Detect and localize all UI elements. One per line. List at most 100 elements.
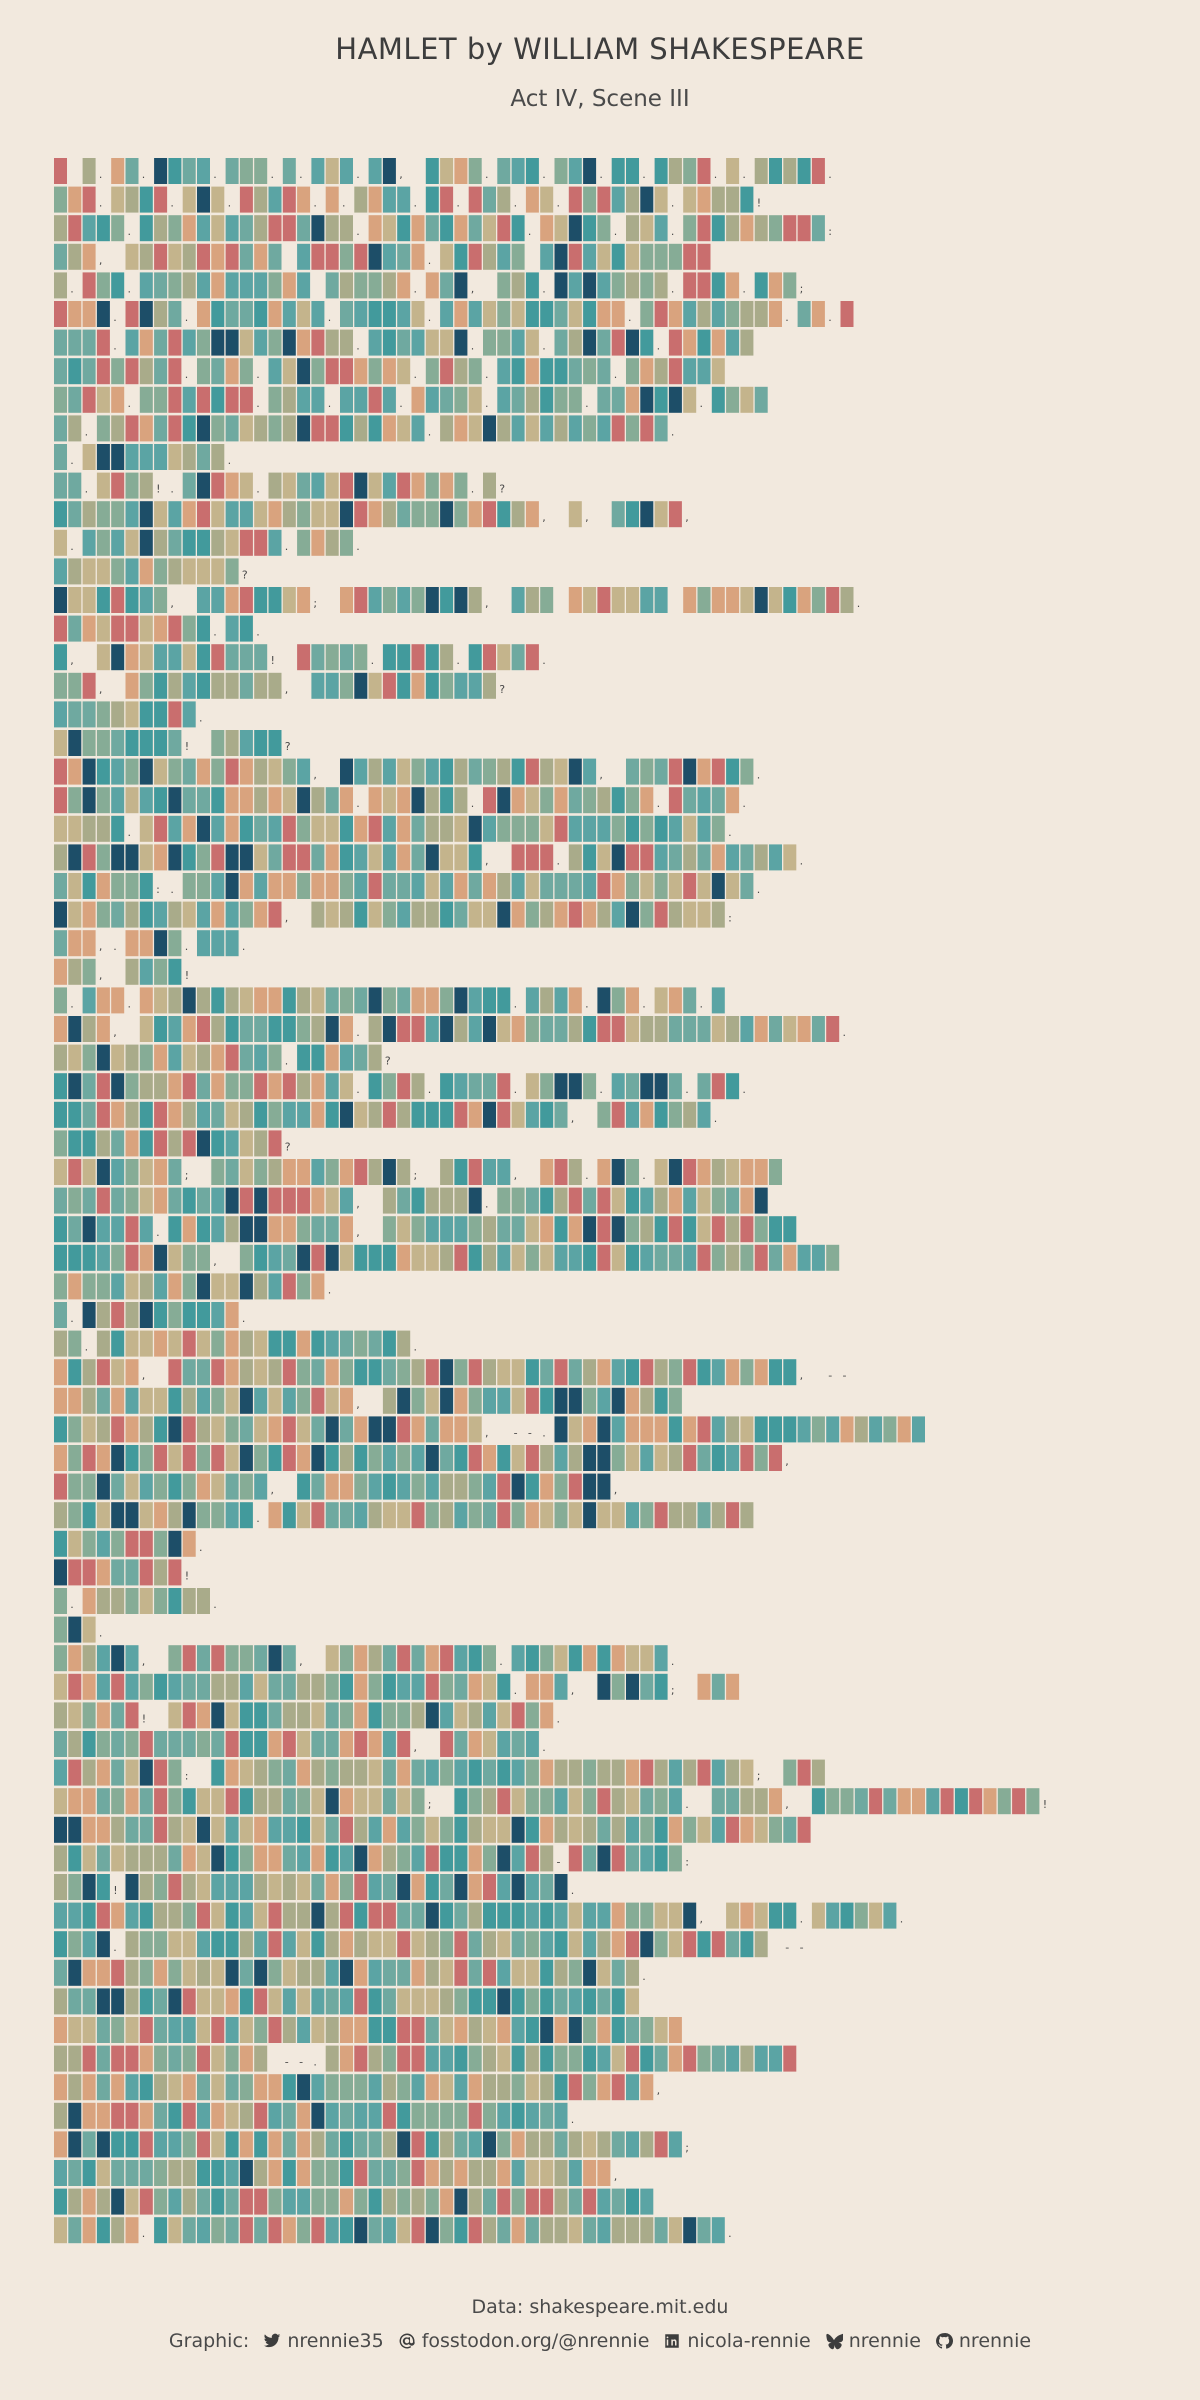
- letter-tile: [225, 358, 239, 385]
- credit-github[interactable]: nrennie: [935, 2330, 1031, 2352]
- letter-tile: [139, 1273, 153, 1300]
- letter-tile: [483, 815, 496, 842]
- letter-tile: [454, 1216, 468, 1243]
- credit-linkedin[interactable]: nicola-rennie: [663, 2330, 811, 2352]
- letter-tile: [626, 1645, 639, 1672]
- letter-tile: [483, 301, 496, 327]
- letter-tile: [525, 1731, 539, 1757]
- letter-tile: [282, 2188, 296, 2215]
- letter-tile: [168, 1816, 182, 1843]
- letter-tile: [726, 329, 740, 356]
- letter-tile: [139, 558, 153, 585]
- letter-tile: [239, 472, 253, 499]
- letter-tile: [440, 1473, 454, 1500]
- letter-tile: [711, 329, 725, 356]
- letter-tile: [511, 386, 525, 413]
- letter-tile: [440, 329, 454, 356]
- letter-tile: [726, 1759, 740, 1786]
- letter-tile: [68, 1473, 82, 1500]
- letter-tile: [583, 1959, 597, 1986]
- letter-tile: [769, 1816, 782, 1843]
- letter-tile: [54, 272, 67, 299]
- letter-tile: [711, 1931, 725, 1958]
- letter-tile: [211, 2074, 225, 2101]
- letter-tile: [325, 1845, 339, 1872]
- letter-tile: [311, 844, 325, 871]
- letter-tile: [82, 2074, 96, 2101]
- letter-tile: [854, 1788, 868, 1815]
- letter-tile: [182, 873, 196, 899]
- letter-tile: [154, 1416, 168, 1443]
- letter-tile: [397, 1702, 411, 1729]
- letter-tile: [254, 415, 268, 442]
- letter-tile: [368, 2160, 382, 2186]
- letter-tile: [168, 901, 182, 928]
- letter-tile: [297, 2017, 311, 2043]
- letter-tile: [282, 415, 296, 442]
- letter-tile: [197, 815, 210, 842]
- letter-tile: [211, 1816, 225, 1843]
- letter-tile: [311, 2074, 325, 2101]
- letter-tile: [197, 1387, 210, 1414]
- letter-tile: [854, 1416, 868, 1443]
- letter-tile: [254, 1445, 268, 1471]
- letter-tile: [711, 1445, 725, 1471]
- letter-tile: [468, 644, 482, 671]
- letter-tile: [239, 1073, 253, 1100]
- letter-tile: [597, 358, 611, 385]
- punctuation-mark: .: [828, 311, 832, 324]
- letter-tile: [497, 158, 511, 184]
- letter-tile: [125, 844, 139, 871]
- letter-tile: [54, 758, 67, 785]
- credit-twitter[interactable]: nrennie35: [263, 2330, 384, 2352]
- letter-tile: [139, 1216, 153, 1243]
- letter-tile: [325, 1016, 339, 1042]
- letter-tile: [511, 215, 525, 242]
- letter-tile: [597, 386, 611, 413]
- letter-tile: [239, 1931, 253, 1958]
- letter-tile: [411, 2188, 425, 2215]
- letter-tile: [111, 730, 125, 756]
- letter-tile: [368, 1416, 382, 1443]
- letter-tile: [354, 1845, 368, 1872]
- letter-tile: [54, 2102, 67, 2129]
- letter-tile: [225, 1130, 239, 1157]
- credit-mastodon[interactable]: fosstodon.org/@nrennie: [398, 2330, 649, 2352]
- letter-tile: [640, 1845, 654, 1872]
- letter-tile: [583, 1645, 597, 1672]
- letter-tile: [554, 1788, 568, 1815]
- letter-tile: [111, 1588, 125, 1614]
- letter-tile: [268, 301, 282, 327]
- letter-tile: [754, 1016, 768, 1042]
- letter-tile: [197, 2074, 210, 2101]
- letter-tile: [597, 1187, 611, 1214]
- letter-tile: [268, 529, 282, 556]
- letter-tile: [111, 358, 125, 385]
- letter-tile: [611, 1673, 625, 1700]
- letter-tile: [154, 644, 168, 671]
- letter-tile: [239, 1330, 253, 1357]
- letter-tile: [511, 1187, 525, 1214]
- letter-tile: [525, 1502, 539, 1529]
- letter-tile: [454, 1502, 468, 1529]
- credit-bluesky[interactable]: nrennie: [825, 2330, 921, 2352]
- letter-tile: [96, 329, 110, 356]
- letter-tile: [683, 1931, 697, 1958]
- letter-tile: [168, 615, 182, 642]
- letter-tile: [96, 444, 110, 470]
- letter-tile: [726, 186, 740, 213]
- letter-tile: [82, 1902, 96, 1929]
- punctuation-mark: .: [657, 340, 661, 353]
- letter-tile: [268, 1702, 282, 1729]
- letter-tile: [354, 1159, 368, 1185]
- letter-tile: [811, 301, 825, 327]
- letter-tile: [540, 873, 554, 899]
- letter-tile: [440, 1159, 454, 1185]
- letter-tile: [96, 1101, 110, 1128]
- letter-tile: [168, 730, 182, 756]
- letter-tile: [697, 2217, 711, 2244]
- letter-tile: [769, 1445, 782, 1471]
- letter-tile: [239, 386, 253, 413]
- punctuation-mark: .: [728, 826, 732, 839]
- letter-tile: [254, 158, 268, 184]
